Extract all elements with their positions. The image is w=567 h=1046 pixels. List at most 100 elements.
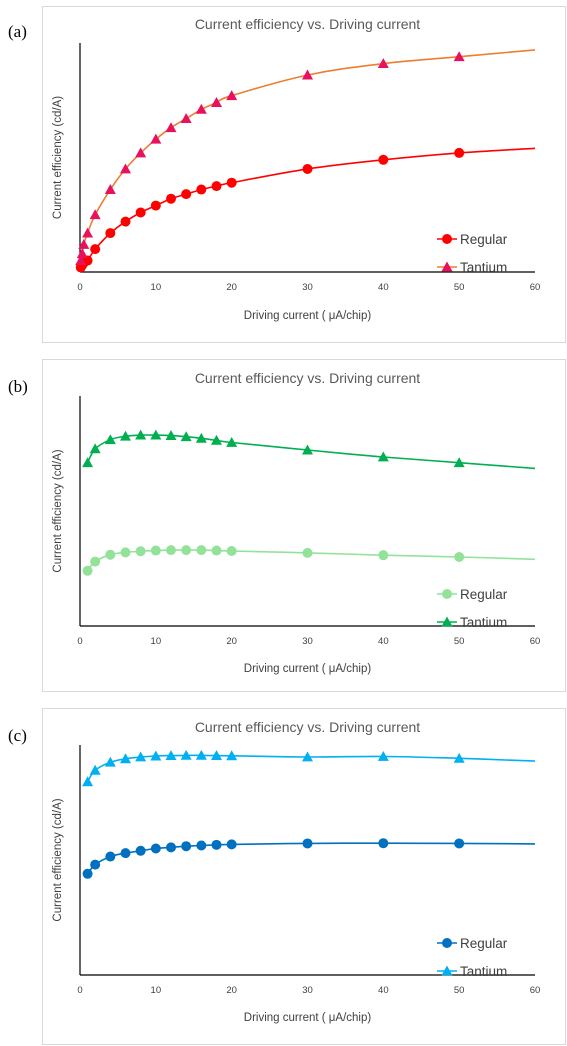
data-point-tantium — [120, 430, 131, 441]
y-axis-label: Current efficiency (cd/A) — [52, 449, 64, 572]
data-point-regular — [90, 244, 101, 255]
data-point-tantium — [104, 434, 116, 445]
data-point-regular — [226, 546, 237, 557]
data-point-tantium — [78, 239, 90, 249]
x-tick-label: 0 — [77, 282, 82, 293]
x-tick-label: 30 — [302, 282, 313, 293]
data-point-regular — [120, 547, 131, 558]
x-tick-label: 10 — [151, 985, 162, 996]
data-point-tantium — [180, 431, 192, 442]
panel-c-label: (c) — [8, 726, 27, 745]
y-axis-label: Current efficiency (cd/A) — [52, 96, 64, 219]
data-point-tantium — [104, 756, 116, 767]
data-point-tantium — [195, 103, 207, 114]
data-point-regular — [82, 565, 93, 576]
x-tick-label: 20 — [226, 636, 237, 647]
data-point-tantium — [82, 227, 94, 238]
data-point-tantium — [226, 90, 238, 101]
x-tick-label: 60 — [530, 636, 541, 647]
data-point-tantium — [150, 750, 162, 761]
chart-c-svg: Current efficiency vs. Driving current 0 1… — [52, 719, 541, 1024]
series-regular — [82, 838, 536, 879]
data-point-regular — [302, 547, 313, 558]
data-point-tantium — [226, 750, 238, 761]
data-point-tantium — [135, 429, 147, 440]
legend-item-regular: Regular — [437, 232, 508, 247]
data-point-regular — [226, 177, 237, 188]
x-tick-label: 0 — [77, 636, 82, 647]
legend-marker — [441, 965, 453, 976]
data-point-regular — [196, 184, 207, 195]
data-point-regular — [378, 550, 389, 561]
data-point-tantium — [453, 457, 465, 468]
legend-label: Tantium — [460, 964, 507, 979]
x-tick-label: 40 — [378, 636, 389, 647]
data-point-tantium — [75, 255, 87, 265]
x-tick-label: 20 — [226, 282, 237, 293]
x-tick-label: 20 — [226, 985, 237, 996]
data-point-tantium — [377, 751, 389, 761]
legend-item-tantium: Tantium — [437, 260, 507, 275]
data-point-tantium — [453, 51, 465, 62]
data-point-regular — [378, 154, 389, 165]
x-tick-label: 50 — [454, 636, 465, 647]
legend-marker — [441, 261, 453, 272]
data-point-regular — [454, 838, 465, 849]
data-point-tantium — [226, 436, 238, 447]
data-point-tantium — [76, 248, 88, 259]
data-point-tantium — [302, 69, 313, 80]
data-point-tantium — [377, 451, 389, 462]
chart-title: Current efficiency vs. Driving current — [195, 16, 420, 32]
legend-item-regular: Regular — [437, 936, 508, 951]
data-point-tantium — [211, 750, 222, 760]
chart-b-svg: Current efficiency vs. Driving current 0 1… — [52, 370, 541, 675]
data-point-regular — [150, 843, 161, 854]
x-tick-label: 10 — [151, 636, 162, 647]
panel-a-label: (a) — [8, 22, 27, 41]
data-point-regular — [120, 216, 131, 227]
legend-marker — [442, 589, 452, 599]
data-point-regular — [302, 163, 313, 174]
data-point-regular — [120, 848, 131, 859]
data-point-tantium — [89, 764, 101, 775]
legend-label: Regular — [460, 232, 508, 247]
x-tick-label: 60 — [530, 985, 541, 996]
data-point-regular — [150, 200, 161, 211]
x-axis-label: Driving current ( μA/chip) — [244, 1012, 372, 1024]
data-point-tantium — [165, 430, 177, 440]
data-point-tantium — [89, 443, 101, 454]
data-point-tantium — [135, 751, 147, 762]
x-axis-label: Driving current ( μA/chip) — [244, 663, 372, 675]
data-point-regular — [226, 839, 237, 850]
data-point-tantium — [211, 434, 222, 445]
chart-title: Current efficiency vs. Driving current — [195, 719, 420, 735]
data-point-regular — [105, 851, 116, 862]
data-point-tantium — [377, 58, 389, 69]
data-point-tantium — [82, 457, 94, 468]
data-point-tantium — [150, 429, 162, 440]
legend-marker — [442, 938, 452, 948]
data-point-tantium — [120, 163, 131, 174]
data-point-tantium — [120, 753, 131, 764]
data-point-regular — [181, 545, 192, 556]
x-tick-label: 60 — [530, 282, 541, 293]
data-point-regular — [166, 545, 176, 556]
data-point-tantium — [180, 113, 192, 123]
data-point-tantium — [302, 751, 313, 762]
legend-label: Regular — [460, 587, 508, 602]
data-point-tantium — [180, 749, 192, 760]
data-point-regular — [82, 868, 93, 879]
data-point-regular — [135, 845, 146, 856]
data-point-regular — [211, 545, 222, 556]
chart-panel-a: Current efficiency vs. Driving current 0 1… — [42, 6, 566, 343]
series-tantium — [82, 429, 536, 470]
data-point-regular — [454, 147, 465, 158]
data-point-regular — [90, 859, 101, 870]
legend-marker — [442, 234, 452, 244]
legend-label: Regular — [460, 936, 508, 951]
data-point-regular — [196, 545, 207, 556]
data-point-regular — [211, 839, 222, 850]
legend-label: Tantium — [460, 260, 507, 275]
panel-b-label: (b) — [8, 377, 28, 396]
data-point-regular — [166, 842, 176, 853]
